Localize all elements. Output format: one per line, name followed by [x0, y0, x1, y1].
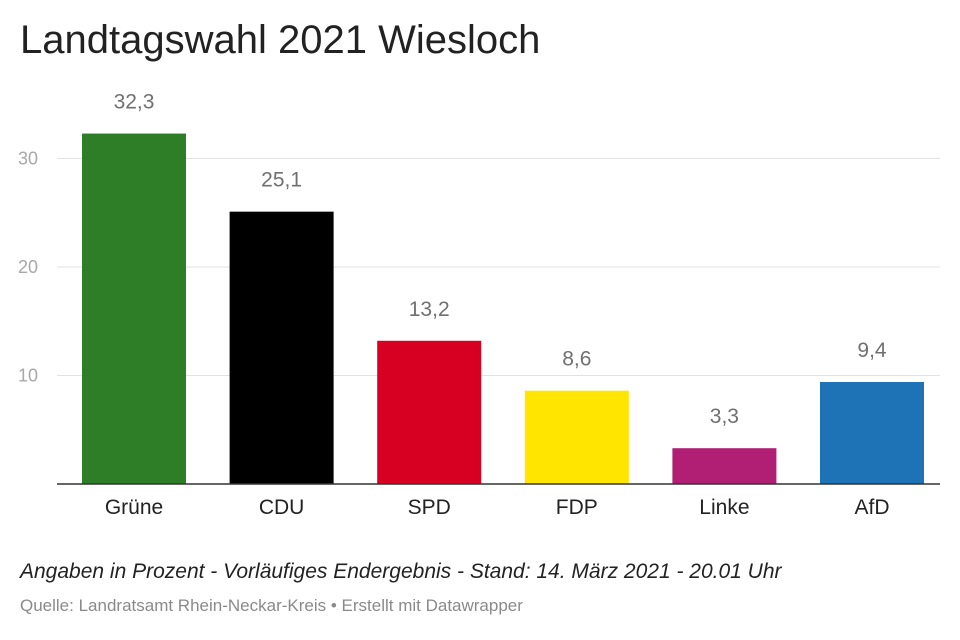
value-label: 8,6 [562, 348, 591, 371]
bar-linke [672, 448, 777, 484]
bar-cdu [229, 211, 334, 485]
value-label: 9,4 [857, 339, 887, 362]
value-label: 13,2 [409, 298, 450, 321]
chart-source: Quelle: Landratsamt Rhein-Neckar-Kreis •… [20, 596, 523, 615]
bar-grüne [82, 133, 186, 485]
value-label: 25,1 [261, 169, 302, 192]
y-tick-label: 20 [18, 257, 38, 277]
y-tick-label: 30 [18, 149, 38, 169]
value-label: 32,3 [114, 91, 155, 114]
bars: 32,3 Grüne 25,1 CDU 13,2 SPD 8,6 FDP 3,3 Linke 9,4… [82, 91, 924, 519]
category-label: CDU [259, 496, 305, 519]
bar-spd [377, 340, 482, 484]
bar-afd [820, 382, 924, 484]
chart-note: Angaben in Prozent - Vorläufiges Enderge… [20, 560, 782, 583]
category-label: Grüne [105, 496, 163, 519]
chart-title: Landtagswahl 2021 Wiesloch [20, 18, 541, 62]
category-label: SPD [408, 496, 451, 519]
grid-lines: 10 20 30 [18, 149, 940, 386]
bar-chart: 10 20 30 32,3 Grüne 25,1 CDU 13,2 SPD 8,6 FDP 3,3 L… [18, 91, 940, 519]
bar-fdp [524, 390, 629, 484]
category-label: Linke [699, 496, 749, 519]
value-label: 3,3 [710, 405, 739, 428]
category-label: AfD [854, 496, 889, 519]
y-tick-label: 10 [18, 366, 38, 386]
category-label: FDP [556, 496, 598, 519]
